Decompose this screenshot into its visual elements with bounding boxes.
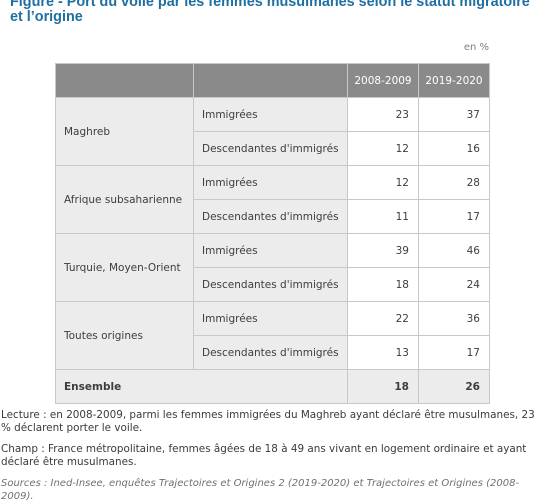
category-label: Descendantes d'immigrés (193, 335, 348, 370)
group-label: Turquie, Moyen-Orient (55, 233, 194, 302)
value-cell: 13 (347, 335, 419, 370)
total-label: Ensemble (55, 369, 348, 404)
table-row: Turquie, Moyen-Orient Immigrées 39 46 (55, 233, 490, 302)
value-cell: 46 (418, 233, 490, 268)
category-label: Descendantes d'immigrés (193, 267, 348, 302)
value-cell: 17 (418, 335, 490, 370)
value-cell: 28 (418, 165, 490, 200)
table-row: Descendantes d'immigrés 13 17 (56, 335, 490, 370)
header-cell-category (193, 63, 348, 98)
header-cell-2019-2020: 2019-2020 (418, 63, 490, 98)
value-cell: 24 (418, 267, 490, 302)
sources-note: Sources : Ined-Insee, enquêtes Trajectoi… (1, 478, 520, 502)
value-cell: 36 (418, 301, 490, 336)
header-cell-group (55, 63, 194, 98)
table-row: Maghreb Immigrées 23 37 (55, 97, 490, 166)
header-cell-2008-2009: 2008-2009 (347, 63, 419, 98)
value-cell: 37 (418, 97, 490, 132)
reading-note: Lecture : en 2008-2009, parmi les femmes… (1, 409, 535, 434)
total-value-cell: 26 (418, 369, 490, 404)
category-label: Immigrées (193, 165, 348, 200)
header-row: 2008-2009 2019-2020 (55, 63, 490, 98)
value-cell: 22 (347, 301, 419, 336)
figure-title: Figure - Port du voile par les femmes mu… (10, 0, 530, 25)
group-label: Maghreb (55, 97, 194, 166)
value-cell: 18 (347, 267, 419, 302)
unit-label: en % (463, 42, 489, 53)
table-row: Afrique subsaharienne Immigrées 12 28 (55, 165, 490, 234)
category-label: Descendantes d'immigrés (193, 131, 348, 166)
value-cell: 17 (418, 199, 490, 234)
category-label: Immigrées (193, 97, 348, 132)
category-label: Immigrées (193, 301, 348, 336)
category-label: Immigrées (193, 233, 348, 268)
value-cell: 12 (347, 131, 419, 166)
scope-note: Champ : France métropolitaine, femmes âg… (1, 443, 527, 468)
table-row: Descendantes d'immigrés 11 17 (56, 199, 490, 234)
data-table: 2008-2009 2019-2020 Maghreb Immigrées 23… (55, 63, 490, 404)
category-label: Descendantes d'immigrés (193, 199, 348, 234)
table-row: Toutes origines Immigrées 22 36 (55, 301, 490, 370)
table-row: Descendantes d'immigrés 18 24 (56, 267, 490, 302)
group-label: Toutes origines (55, 301, 194, 370)
value-cell: 16 (418, 131, 490, 166)
value-cell: 12 (347, 165, 419, 200)
table-row: Descendantes d'immigrés 12 16 (56, 131, 490, 166)
value-cell: 11 (347, 199, 419, 234)
value-cell: 39 (347, 233, 419, 268)
group-label: Afrique subsaharienne (55, 165, 194, 234)
total-row: Ensemble 18 26 (55, 369, 490, 404)
total-value-cell: 18 (347, 369, 419, 404)
value-cell: 23 (347, 97, 419, 132)
